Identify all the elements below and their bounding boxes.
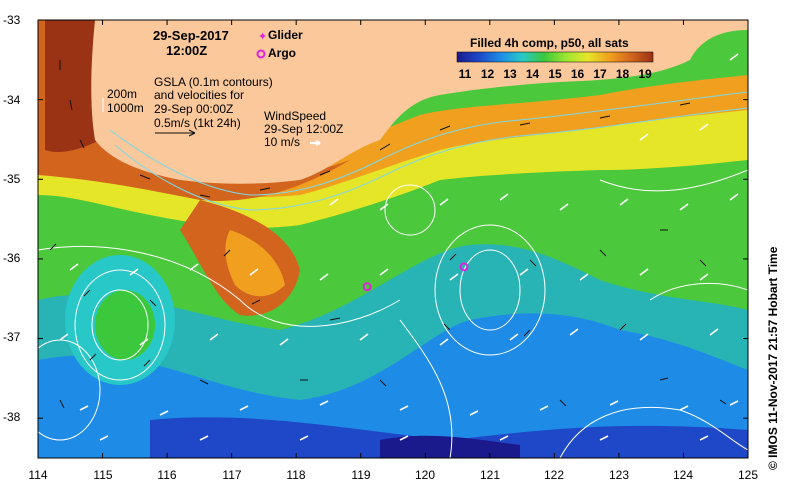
colorbar-tick-label: 11 — [458, 67, 472, 81]
lon-label: 117 — [222, 468, 242, 482]
gsla-line3: 29-Sep 00:00Z — [154, 102, 234, 116]
colorbar-tick-label: 15 — [548, 67, 562, 81]
colorbar-tick-label: 17 — [593, 67, 607, 81]
colorbar-tick-label: 14 — [525, 67, 540, 81]
colorbar-tick-label: 18 — [615, 67, 630, 81]
gsla-line2: and velocities for — [154, 88, 245, 102]
map-time: 12:00Z — [166, 43, 208, 58]
colorbar-tick-label: 16 — [570, 67, 585, 81]
colorbar-tick-label: 13 — [503, 67, 517, 81]
lat-label: -38 — [3, 410, 21, 424]
glider-label: Glider — [268, 28, 303, 42]
lat-label: -37 — [3, 330, 21, 344]
map-date: 29-Sep-2017 — [153, 28, 229, 43]
colorbar-tick-label: 19 — [638, 67, 652, 81]
lat-label: -33 — [3, 13, 21, 27]
depth-200-label: 200m — [107, 87, 138, 101]
axis-ticks — [37, 19, 749, 458]
wind-line1: WindSpeed — [264, 109, 327, 123]
lon-label: 121 — [479, 468, 501, 482]
colorbar-tick-label: 12 — [480, 67, 495, 81]
wind-scale-arrow — [310, 140, 321, 146]
lon-label: 124 — [672, 468, 694, 482]
lon-label: 119 — [351, 468, 371, 482]
wind-line3: 10 m/s — [264, 135, 301, 149]
gsla-line4: 0.5m/s (1kt 24h) — [154, 116, 241, 130]
lat-label: -34 — [3, 93, 21, 107]
marker-layer — [362, 262, 469, 292]
lon-label: 122 — [543, 468, 565, 482]
lon-label: 120 — [414, 468, 436, 482]
gsla-line1: GSLA (0.1m contours) — [154, 75, 273, 89]
glider-legend-icon: ✦ — [258, 31, 267, 43]
colorbar — [456, 51, 654, 63]
argo-marker — [459, 262, 469, 272]
map-frame — [37, 19, 749, 459]
argo-legend-icon — [256, 49, 266, 59]
lon-label: 114 — [28, 468, 48, 482]
lon-label: 125 — [737, 468, 759, 482]
depth-1000-label: 1000m — [107, 101, 144, 115]
lat-label: -36 — [3, 251, 21, 265]
lon-label: 115 — [93, 468, 113, 482]
lat-label: -35 — [3, 172, 21, 186]
lon-label: 123 — [608, 468, 630, 482]
colorbar-title: Filled 4h comp, p50, all sats — [470, 36, 629, 50]
lon-label: 118 — [286, 468, 306, 482]
lon-label: 116 — [157, 468, 177, 482]
wind-line2: 29-Sep 12:00Z — [264, 122, 344, 136]
argo-marker — [362, 282, 372, 292]
argo-label: Argo — [268, 46, 296, 60]
velocity-scale-arrow — [155, 129, 196, 137]
credit-text: © IMOS 11-Nov-2017 21:57 Hobart Time — [766, 246, 780, 470]
map-plot-area — [38, 20, 748, 458]
